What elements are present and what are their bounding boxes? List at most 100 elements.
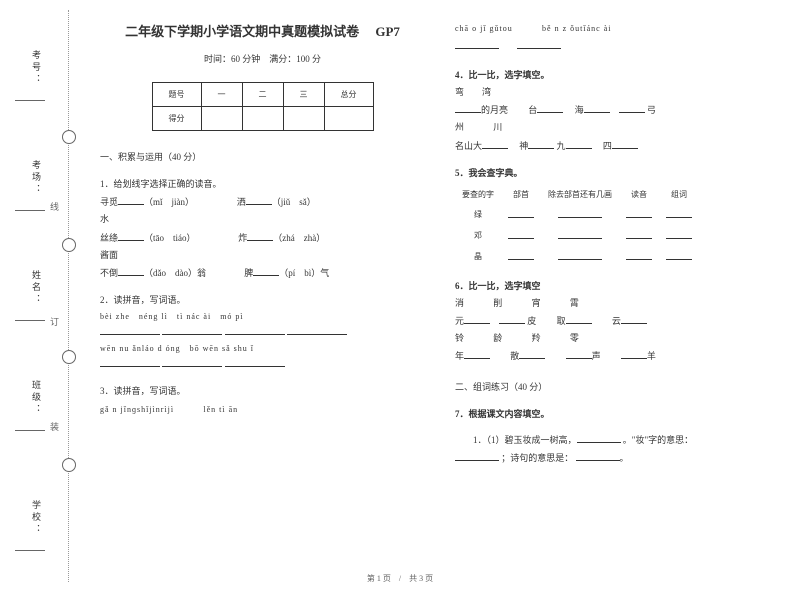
word: 的月亮 — [481, 105, 508, 115]
q7-text2: 。"妆"字的意思： — [623, 435, 693, 445]
pinyin-row: chā o jǐ gǔtou bě n z ǒutǐánc ài — [455, 20, 780, 37]
word: 羊 — [647, 351, 656, 361]
pinyin-text: lěn tì ān — [203, 405, 238, 414]
q4-line: 弯 湾 — [455, 84, 780, 101]
td — [283, 106, 324, 130]
pinyin-row: gǎ n jǐnɡshǐjìnrìjì lěn tì ān — [100, 401, 425, 418]
binding-label: 考场： — [30, 160, 43, 196]
blank — [118, 229, 144, 241]
q7-text3: ；诗句的意思是： — [501, 453, 573, 463]
blank — [455, 37, 499, 49]
td: 绿 — [455, 204, 501, 225]
q4-title: 4．比一比，选字填空。 — [455, 67, 780, 84]
binding-label: 考号： — [30, 50, 43, 86]
blank — [247, 229, 273, 241]
binding-circle — [62, 238, 76, 252]
binding-dotline — [68, 10, 69, 582]
page-footer: 第 1 页 / 共 3 页 — [0, 573, 800, 584]
table-row: 绿 — [455, 204, 699, 225]
q5-title: 5．我会查字典。 — [455, 165, 780, 182]
word: 丝绦 — [100, 233, 118, 243]
blank-row — [455, 37, 780, 55]
td — [501, 225, 541, 246]
th: 三 — [283, 82, 324, 106]
blank — [558, 248, 602, 260]
q4: 4．比一比，选字填空。 弯 湾 的月亮 台 海 弓 州 川 名山大 神 九 四 — [455, 67, 780, 154]
pinyin-opt: （mǐ jiàn） — [144, 197, 190, 207]
th: 要查的字 — [455, 185, 501, 204]
blank — [482, 137, 508, 149]
blank — [246, 193, 272, 205]
th: 二 — [242, 82, 283, 106]
q1-title: 1．给划线字选择正确的读音。 — [100, 176, 425, 193]
table-row: 要查的字 部首 除去部首还有几画 读音 组词 — [455, 185, 699, 204]
th: 一 — [201, 82, 242, 106]
blank — [666, 248, 692, 260]
td: 晶 — [455, 246, 501, 267]
word: 元 — [455, 316, 464, 326]
q5: 5．我会查字典。 要查的字 部首 除去部首还有几画 读音 组词 绿 — [455, 165, 780, 268]
blank — [621, 312, 647, 324]
blank — [162, 356, 222, 367]
th: 总分 — [324, 82, 373, 106]
binding-cutlabel: 订 — [50, 315, 59, 328]
word: 川 — [493, 122, 502, 132]
pinyin-opt: （jiǔ sǎ） — [272, 197, 316, 207]
th: 题号 — [152, 82, 201, 106]
binding-label: 姓名： — [30, 270, 43, 306]
word: 脾 — [244, 268, 253, 278]
q1-line: 水 — [100, 211, 425, 228]
blank — [626, 248, 652, 260]
q7-line: ；诗句的意思是： 。 — [455, 449, 780, 467]
binding-circle — [62, 130, 76, 144]
word: 弓 — [647, 105, 656, 115]
word: 神 — [519, 141, 528, 151]
blank — [517, 37, 561, 49]
binding-label: 班级： — [30, 380, 43, 416]
blank — [287, 324, 347, 335]
th: 除去部首还有几画 — [541, 185, 619, 204]
word: 零 — [570, 333, 579, 343]
word: 云 — [612, 316, 621, 326]
word: 宵 — [532, 298, 541, 308]
q1: 1．给划线字选择正确的读音。 寻觅（mǐ jiàn） 洒（jiǔ sǎ） 水 丝… — [100, 176, 425, 282]
binding-label: 学校： — [30, 500, 43, 536]
td — [619, 246, 659, 267]
td — [501, 204, 541, 225]
th: 读音 — [619, 185, 659, 204]
q6-line: 元 皮 取 云 — [455, 312, 780, 330]
section-1-title: 一、积累与运用（40 分） — [100, 149, 425, 166]
word: 四 — [603, 141, 612, 151]
blank — [508, 206, 534, 218]
td — [242, 106, 283, 130]
blank — [499, 312, 525, 324]
binding-hline — [15, 210, 45, 211]
word: 九 — [557, 141, 566, 151]
td — [619, 204, 659, 225]
word: 削 — [493, 298, 502, 308]
binding-hline — [15, 100, 45, 101]
word: 皮 — [527, 316, 536, 326]
q4-line: 名山大 神 九 四 — [455, 137, 780, 155]
q1-line: 丝绦（tāo tiáo） 炸（zhá zhà） — [100, 229, 425, 247]
exam-code: GP7 — [375, 24, 400, 39]
td — [659, 225, 699, 246]
td — [659, 204, 699, 225]
word: 龄 — [493, 333, 502, 343]
blank — [666, 206, 692, 218]
th: 部首 — [501, 185, 541, 204]
blank — [621, 347, 647, 359]
blank — [566, 137, 592, 149]
blank — [225, 324, 285, 335]
q7-text: 1．（1）碧玉妆成一树高， — [473, 435, 577, 445]
binding-circle — [62, 458, 76, 472]
q2: 2．读拼音，写词语。 bèi zhe néng lì tì nác ài mó … — [100, 292, 425, 374]
pinyin-opt: （dǎo dào）翁 — [144, 268, 206, 278]
table-row: 邓 — [455, 225, 699, 246]
binding-margin: 考号： 考场： 线 姓名： 订 班级： 装 学校： — [0, 0, 85, 592]
blank — [566, 312, 592, 324]
q6-line: 年 散 声 羊 — [455, 347, 780, 365]
td — [541, 246, 619, 267]
blank — [576, 449, 620, 461]
blank — [100, 324, 160, 335]
